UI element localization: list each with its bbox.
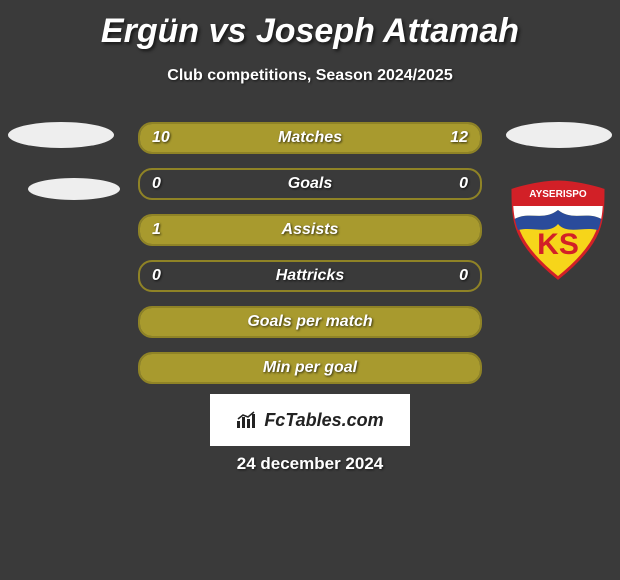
bar-label: Goals bbox=[140, 175, 480, 193]
bar-label: Assists bbox=[140, 221, 480, 239]
bar-value-right: 0 bbox=[459, 175, 468, 193]
player-left-photo-placeholder bbox=[8, 122, 114, 148]
bar-label: Min per goal bbox=[140, 359, 480, 377]
chart-icon bbox=[236, 411, 258, 429]
bar-row: Goals per match bbox=[138, 306, 482, 338]
bar-row: Hattricks0 0 bbox=[138, 260, 482, 292]
comparison-bars: Matches1012Goals00Assists1Hattricks00Goa… bbox=[138, 122, 482, 398]
bar-label: Goals per match bbox=[140, 313, 480, 331]
page-title: Ergün vs Joseph Attamah bbox=[0, 0, 620, 51]
bar-row: Min per goal bbox=[138, 352, 482, 384]
subtitle: Club competitions, Season 2024/2025 bbox=[0, 67, 620, 85]
bar-value-left: 1 bbox=[152, 221, 161, 239]
bar-row: Matches10 12 bbox=[138, 122, 482, 154]
svg-text:AYSERISPO: AYSERISPO bbox=[529, 189, 587, 200]
bar-value-left: 0 bbox=[152, 267, 161, 285]
bar-value-right: 0 bbox=[459, 267, 468, 285]
date-text: 24 december 2024 bbox=[0, 454, 620, 474]
bar-label: Matches bbox=[140, 129, 480, 147]
bar-value-left: 10 bbox=[152, 129, 170, 147]
watermark-text: FcTables.com bbox=[264, 410, 383, 431]
bar-value-right: 12 bbox=[450, 129, 468, 147]
kayserispor-badge-icon: AYSERISPO KS bbox=[508, 180, 608, 280]
svg-text:KS: KS bbox=[537, 228, 579, 261]
bar-value-left: 0 bbox=[152, 175, 161, 193]
club-left-logo-placeholder bbox=[28, 178, 120, 200]
bar-row: Assists1 bbox=[138, 214, 482, 246]
bar-row: Goals0 0 bbox=[138, 168, 482, 200]
fctables-watermark: FcTables.com bbox=[210, 394, 410, 446]
player-right-photo-placeholder bbox=[506, 122, 612, 148]
bar-label: Hattricks bbox=[140, 267, 480, 285]
